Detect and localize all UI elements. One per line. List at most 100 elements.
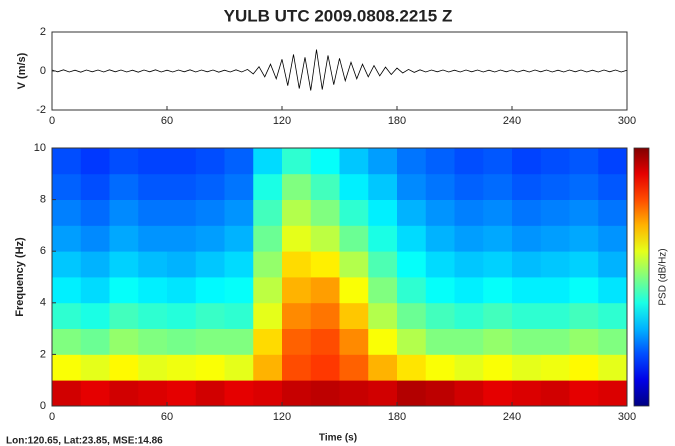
heatmap-cell — [224, 354, 254, 381]
heatmap-cell — [253, 302, 283, 329]
waveform-line — [51, 49, 628, 91]
heatmap-cell — [425, 148, 455, 175]
heatmap-cell — [425, 251, 455, 278]
heatmap-cell — [425, 277, 455, 304]
heatmap-cell — [224, 199, 254, 226]
heatmap-cell — [598, 225, 628, 252]
chart-title: YULB UTC 2009.0808.2215 Z — [224, 6, 453, 25]
heatmap-cell — [167, 199, 197, 226]
heatmap-cell — [138, 302, 168, 329]
heatmap-cell — [368, 173, 398, 200]
heatmap-cell — [512, 225, 542, 252]
heatmap-cell — [195, 199, 225, 226]
heatmap-cell — [512, 148, 542, 175]
heatmap-cell — [195, 173, 225, 200]
heatmap-cell — [138, 199, 168, 226]
heatmap-cell — [195, 225, 225, 252]
heatmap-cell — [397, 173, 427, 200]
x-tick-label: 120 — [273, 115, 291, 127]
heatmap-cell — [397, 148, 427, 175]
heatmap-cell — [167, 302, 197, 329]
heatmap-cell — [368, 148, 398, 175]
heatmap-cell — [80, 328, 110, 355]
heatmap-cell — [224, 251, 254, 278]
heatmap-cell — [569, 277, 599, 304]
heatmap-cell — [224, 277, 254, 304]
x-tick-label: 240 — [503, 411, 521, 423]
heatmap-cell — [195, 380, 225, 407]
heatmap-cell — [167, 354, 197, 381]
heatmap-cell — [109, 173, 139, 200]
heatmap-cell — [224, 380, 254, 407]
heatmap-cell — [253, 380, 283, 407]
heatmap-cell — [368, 302, 398, 329]
colorbar-label: PSD (dB/Hz) — [658, 248, 669, 305]
heatmap-cell — [80, 380, 110, 407]
heatmap-cell — [138, 251, 168, 278]
heatmap-cell — [253, 148, 283, 175]
x-tick-label: 300 — [618, 115, 636, 127]
heatmap-cell — [483, 251, 513, 278]
heatmap-cell — [339, 302, 369, 329]
heatmap-cell — [540, 148, 570, 175]
heatmap-cell — [454, 148, 484, 175]
heatmap-cell — [512, 251, 542, 278]
y-tick-label: 2 — [40, 348, 46, 360]
heatmap-cell — [397, 277, 427, 304]
heatmap-cell — [512, 277, 542, 304]
heatmap-cell — [339, 354, 369, 381]
y-tick-label: 8 — [40, 194, 46, 206]
heatmap-cell — [512, 380, 542, 407]
heatmap-cell — [598, 277, 628, 304]
heatmap-cell — [80, 302, 110, 329]
heatmap-cell — [224, 328, 254, 355]
heatmap-cell — [195, 328, 225, 355]
heatmap-cell — [195, 148, 225, 175]
heatmap-cell — [282, 251, 312, 278]
heatmap-cell — [540, 251, 570, 278]
heatmap-cell — [52, 302, 82, 329]
heatmap-cell — [253, 199, 283, 226]
y-tick-label: 10 — [34, 142, 46, 154]
heatmap-cell — [512, 328, 542, 355]
heatmap-cell — [339, 328, 369, 355]
heatmap-cell — [454, 380, 484, 407]
heatmap-cell — [80, 173, 110, 200]
heatmap-cell — [282, 354, 312, 381]
colorbar — [633, 147, 650, 407]
heatmap-cell — [167, 328, 197, 355]
heatmap-cell — [454, 328, 484, 355]
heatmap-cell — [368, 225, 398, 252]
heatmap-cell — [425, 199, 455, 226]
heatmap-cell — [397, 354, 427, 381]
heatmap-cell — [80, 148, 110, 175]
heatmap-cell — [368, 354, 398, 381]
heatmap-cell — [52, 148, 82, 175]
heatmap-cell — [253, 173, 283, 200]
heatmap-cell — [569, 354, 599, 381]
heatmap-cell — [138, 328, 168, 355]
heatmap-cell — [483, 148, 513, 175]
heatmap-cell — [454, 225, 484, 252]
heatmap-cell — [109, 380, 139, 407]
heatmap-cell — [109, 354, 139, 381]
heatmap-cell — [310, 277, 340, 304]
heatmap-cell — [483, 173, 513, 200]
heatmap-cell — [282, 380, 312, 407]
heatmap-cell — [80, 199, 110, 226]
heatmap-cell — [483, 199, 513, 226]
heatmap-cell — [397, 199, 427, 226]
heatmap-cell — [167, 225, 197, 252]
heatmap-cell — [253, 251, 283, 278]
heatmap-cell — [109, 328, 139, 355]
plot-frame — [51, 147, 628, 407]
heatmap-cell — [310, 380, 340, 407]
heatmap-cell — [310, 251, 340, 278]
heatmap-cell — [253, 328, 283, 355]
heatmap-cell — [52, 225, 82, 252]
heatmap-cell — [282, 199, 312, 226]
heatmap-cell — [109, 148, 139, 175]
heatmap-cell — [339, 277, 369, 304]
x-tick-label: 180 — [388, 411, 406, 423]
heatmap-cell — [598, 173, 628, 200]
